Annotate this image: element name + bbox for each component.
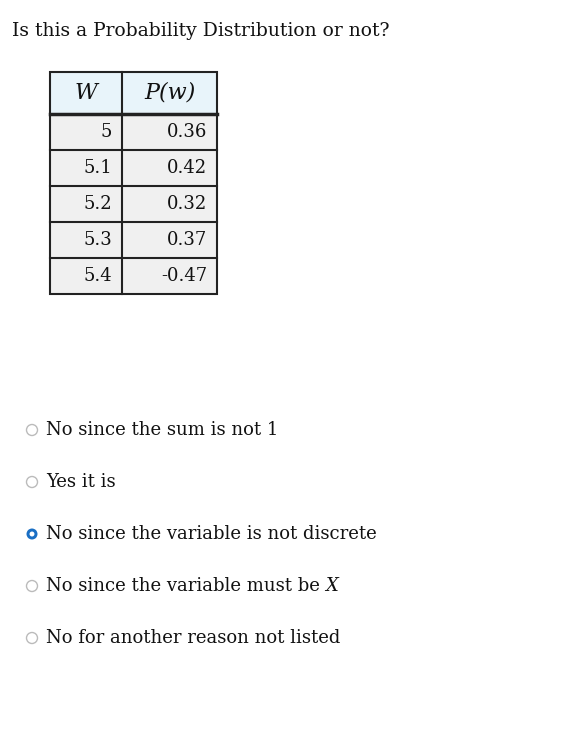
Bar [50,186,217,222]
Text: 5.2: 5.2 [83,195,112,213]
Text: 5.1: 5.1 [83,159,112,177]
Text: 5: 5 [101,123,112,141]
Circle shape [26,425,38,436]
Text: 5.3: 5.3 [83,231,112,249]
Circle shape [26,477,38,488]
Text: Is this a Probability Distribution or not?: Is this a Probability Distribution or no… [12,22,390,40]
Bar [50,150,217,186]
Text: P(w): P(w) [144,82,195,104]
Text: W: W [74,82,97,104]
Circle shape [26,632,38,643]
Text: 0.36: 0.36 [166,123,207,141]
Text: 5.4: 5.4 [83,267,112,285]
Circle shape [29,531,35,537]
Text: No since the variable must be: No since the variable must be [46,577,326,595]
Text: Yes it is: Yes it is [46,473,115,491]
Circle shape [26,529,38,539]
Circle shape [26,580,38,591]
Bar [50,258,217,294]
Text: X: X [326,577,339,595]
Bar [50,114,217,150]
Bar [50,222,217,258]
Text: 0.32: 0.32 [167,195,207,213]
Text: No since the variable is not discrete: No since the variable is not discrete [46,525,377,543]
Text: 0.37: 0.37 [167,231,207,249]
Text: No for another reason not listed: No for another reason not listed [46,629,340,647]
Text: No since the sum is not 1: No since the sum is not 1 [46,421,278,439]
Text: 0.42: 0.42 [167,159,207,177]
Bar [50,72,217,114]
Bar [50,72,217,294]
Text: -0.47: -0.47 [161,267,207,285]
